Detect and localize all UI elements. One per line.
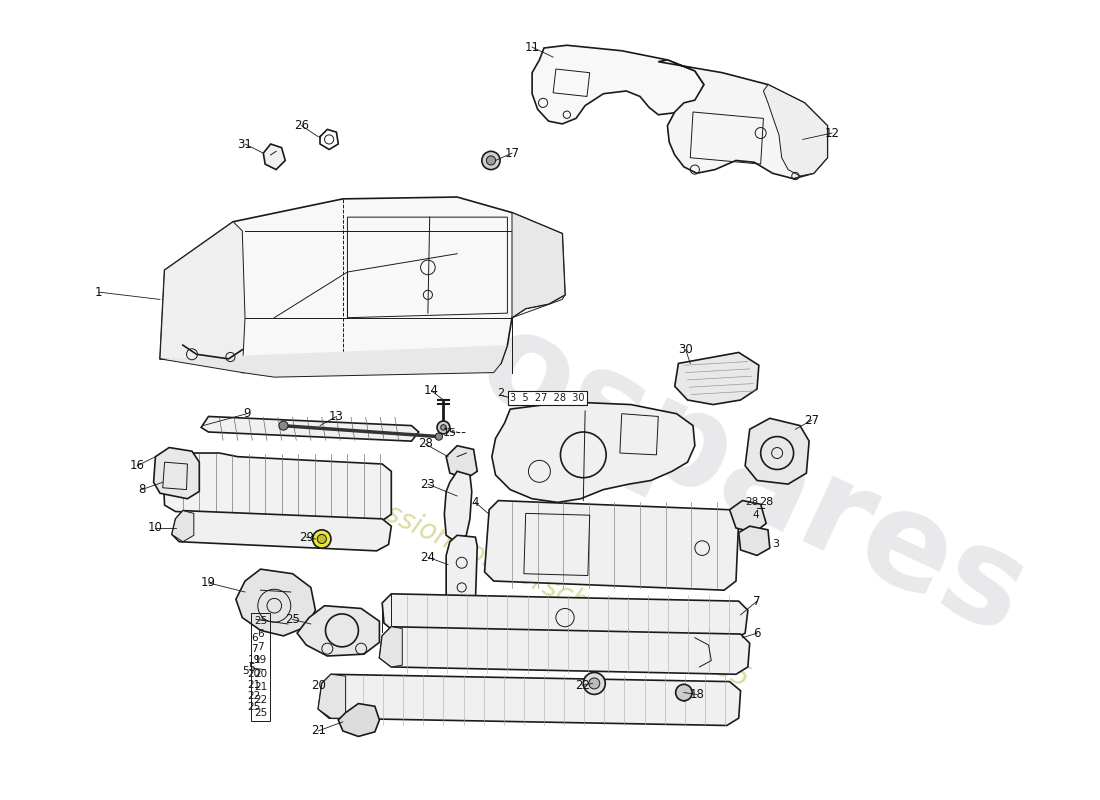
Text: 18: 18 bbox=[690, 688, 704, 701]
Polygon shape bbox=[172, 510, 194, 542]
Polygon shape bbox=[163, 453, 197, 490]
Circle shape bbox=[486, 156, 495, 165]
Circle shape bbox=[588, 678, 600, 689]
Text: 28: 28 bbox=[746, 498, 759, 507]
Text: 5: 5 bbox=[248, 663, 255, 673]
Circle shape bbox=[482, 151, 500, 170]
Text: 28: 28 bbox=[418, 438, 432, 450]
Text: a passion for porsche since 1985: a passion for porsche since 1985 bbox=[326, 474, 754, 693]
Circle shape bbox=[583, 673, 605, 694]
Circle shape bbox=[441, 425, 447, 430]
Text: 20: 20 bbox=[248, 670, 261, 679]
Polygon shape bbox=[379, 626, 403, 667]
Polygon shape bbox=[492, 402, 695, 502]
Polygon shape bbox=[382, 594, 748, 639]
Text: 24: 24 bbox=[420, 550, 436, 564]
Text: 6: 6 bbox=[754, 626, 761, 640]
Text: eurospares: eurospares bbox=[235, 194, 1045, 662]
Text: 21: 21 bbox=[248, 680, 261, 690]
Polygon shape bbox=[745, 418, 810, 484]
Text: 29: 29 bbox=[299, 530, 314, 544]
Polygon shape bbox=[235, 569, 316, 636]
Text: 19: 19 bbox=[201, 576, 216, 590]
Polygon shape bbox=[444, 471, 472, 542]
Polygon shape bbox=[379, 626, 750, 674]
Text: 27: 27 bbox=[804, 414, 820, 426]
Text: 6: 6 bbox=[251, 633, 257, 642]
Circle shape bbox=[312, 530, 331, 548]
Text: 9: 9 bbox=[243, 407, 251, 420]
Text: 8: 8 bbox=[138, 483, 145, 496]
Text: 22: 22 bbox=[248, 691, 261, 702]
Text: 21: 21 bbox=[310, 725, 326, 738]
Polygon shape bbox=[160, 222, 245, 373]
Text: 3: 3 bbox=[772, 539, 779, 550]
Polygon shape bbox=[729, 501, 767, 533]
Text: 15: 15 bbox=[443, 428, 456, 438]
Text: 26: 26 bbox=[294, 119, 309, 132]
Polygon shape bbox=[160, 345, 507, 377]
Text: 12: 12 bbox=[825, 126, 839, 139]
Polygon shape bbox=[160, 197, 565, 373]
Polygon shape bbox=[318, 674, 345, 718]
Polygon shape bbox=[658, 60, 827, 178]
Polygon shape bbox=[297, 606, 379, 656]
Polygon shape bbox=[201, 417, 419, 441]
Polygon shape bbox=[163, 453, 392, 521]
Text: 1: 1 bbox=[95, 286, 102, 298]
Polygon shape bbox=[172, 510, 392, 551]
Text: 10: 10 bbox=[148, 522, 163, 534]
Text: 25: 25 bbox=[285, 613, 300, 626]
Polygon shape bbox=[763, 85, 827, 176]
Text: 11: 11 bbox=[525, 41, 540, 54]
Text: 25
6
7
19
20
21
22
25: 25 6 7 19 20 21 22 25 bbox=[254, 616, 267, 718]
Circle shape bbox=[436, 433, 442, 440]
Text: 28: 28 bbox=[759, 498, 773, 507]
Circle shape bbox=[317, 534, 327, 543]
Polygon shape bbox=[263, 144, 285, 170]
Polygon shape bbox=[447, 446, 477, 478]
Polygon shape bbox=[485, 501, 739, 590]
Text: 22: 22 bbox=[575, 678, 590, 692]
Text: 3  5  27  28  30: 3 5 27 28 30 bbox=[510, 393, 585, 403]
Polygon shape bbox=[739, 526, 770, 555]
Text: 16: 16 bbox=[130, 459, 144, 472]
Text: 7: 7 bbox=[754, 594, 761, 608]
Text: 13: 13 bbox=[329, 410, 344, 423]
Polygon shape bbox=[674, 353, 759, 405]
Polygon shape bbox=[318, 674, 740, 726]
Text: 31: 31 bbox=[238, 138, 253, 150]
Text: 20: 20 bbox=[310, 678, 326, 692]
Polygon shape bbox=[154, 447, 199, 498]
Text: 2: 2 bbox=[497, 388, 505, 398]
Polygon shape bbox=[447, 535, 477, 609]
Text: 7: 7 bbox=[251, 644, 257, 654]
Circle shape bbox=[279, 421, 288, 430]
Text: 14: 14 bbox=[424, 384, 439, 398]
Circle shape bbox=[675, 684, 692, 701]
Polygon shape bbox=[339, 703, 380, 737]
Text: 30: 30 bbox=[679, 343, 693, 356]
Text: 25: 25 bbox=[248, 702, 261, 712]
Text: 19: 19 bbox=[248, 654, 261, 665]
Polygon shape bbox=[532, 46, 704, 124]
Text: 23: 23 bbox=[420, 478, 436, 490]
Circle shape bbox=[437, 421, 450, 434]
Text: 4: 4 bbox=[752, 510, 759, 520]
Text: 4: 4 bbox=[472, 496, 480, 509]
Text: 17: 17 bbox=[505, 146, 519, 160]
Polygon shape bbox=[512, 213, 565, 318]
Text: 5: 5 bbox=[242, 666, 249, 676]
